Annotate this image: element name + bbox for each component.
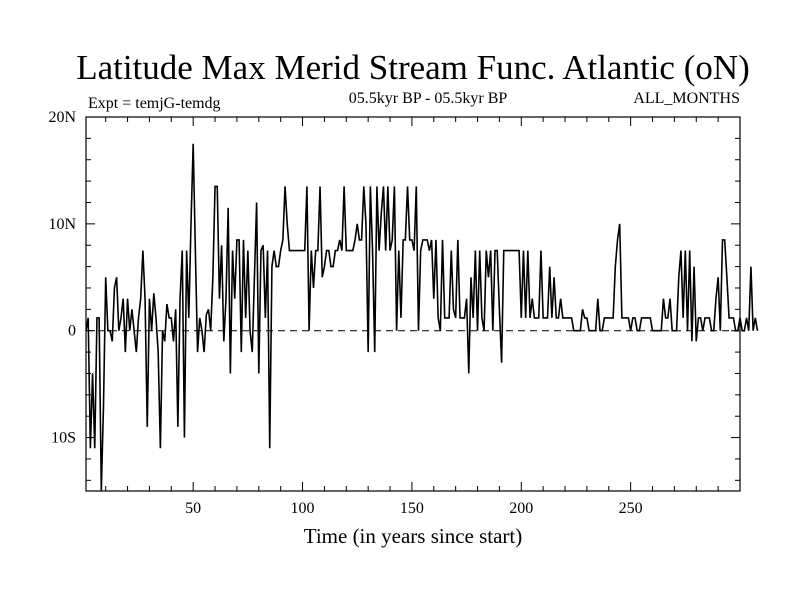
subtitle-months: ALL_MONTHS xyxy=(633,90,740,107)
chart-title: Latitude Max Merid Stream Func. Atlantic… xyxy=(76,48,750,87)
plot-frame xyxy=(85,116,741,492)
x-tick-label: 100 xyxy=(291,500,315,517)
x-axis-label: Time (in years since start) xyxy=(304,524,523,548)
y-axis-ticks: 20N 10N 0 10S xyxy=(48,109,740,481)
x-tick-label: 200 xyxy=(509,500,533,517)
y-tick-label: 20N xyxy=(48,109,76,126)
x-tick-label: 150 xyxy=(400,500,424,517)
subtitle-period: 05.5kyr BP - 05.5kyr BP xyxy=(349,90,508,107)
x-tick-label: 50 xyxy=(185,500,201,517)
y-tick-label: 10S xyxy=(51,430,76,447)
x-axis-ticks: 50 100 150 200 250 xyxy=(105,117,741,517)
y-tick-label: 0 xyxy=(68,323,76,340)
subtitle-experiment: Expt = temjG-temdg xyxy=(88,95,221,112)
series-line xyxy=(85,143,759,492)
x-tick-label: 250 xyxy=(619,500,643,517)
y-tick-label: 10N xyxy=(48,216,76,233)
